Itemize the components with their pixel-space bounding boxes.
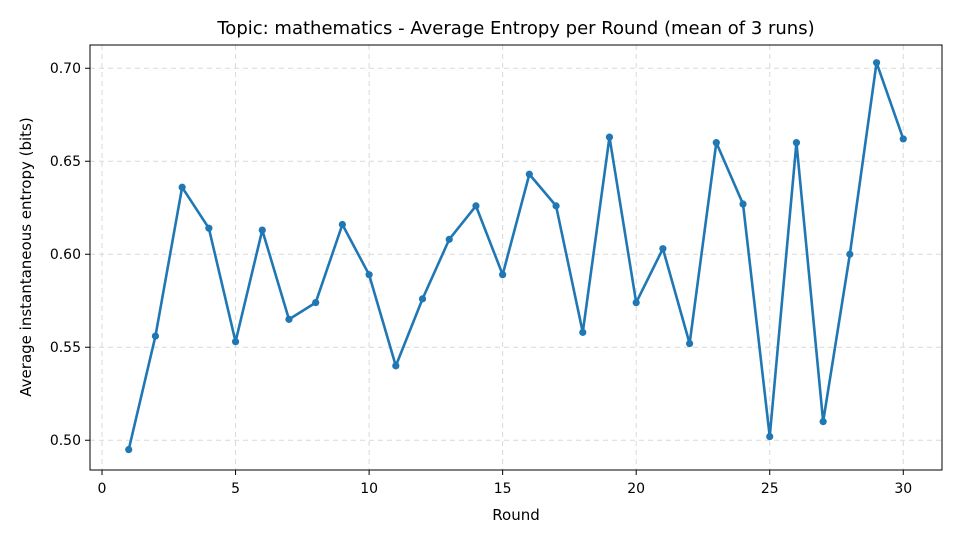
chart-title: Topic: mathematics - Average Entropy per… — [216, 18, 814, 39]
y-tick-label: 0.50 — [50, 433, 81, 449]
data-point — [258, 226, 266, 234]
plot-frame — [89, 44, 943, 471]
data-point — [499, 271, 507, 279]
x-tick-label: 15 — [494, 481, 512, 497]
data-point — [285, 315, 293, 323]
x-tick-label: 0 — [98, 481, 107, 497]
x-tick-label: 5 — [231, 481, 240, 497]
series-line — [127, 61, 905, 450]
data-point — [899, 135, 907, 143]
data-point — [445, 235, 453, 243]
y-axis-label: Average instantaneous entropy (bits) — [17, 117, 35, 396]
data-point — [205, 224, 213, 232]
grid-lines — [90, 45, 942, 470]
data-point — [659, 245, 667, 253]
data-point — [472, 202, 480, 210]
data-point — [231, 338, 240, 346]
data-point — [632, 299, 640, 307]
data-point — [846, 250, 854, 258]
data-point — [525, 170, 533, 178]
x-tick-label: 10 — [360, 481, 378, 497]
data-point — [739, 200, 747, 208]
x-tick-label: 30 — [894, 481, 912, 497]
data-point — [151, 332, 160, 340]
data-point — [125, 445, 133, 454]
x-tick-label: 20 — [627, 481, 645, 497]
data-point — [792, 139, 801, 147]
data-point — [312, 299, 320, 307]
data-point — [338, 220, 346, 229]
data-point — [178, 183, 186, 191]
data-point — [605, 133, 614, 141]
data-point — [872, 59, 881, 67]
data-point — [552, 202, 560, 210]
data-point — [819, 418, 827, 426]
y-axis-ticks: 0.50 0.55 0.60 0.65 0.70 — [50, 61, 90, 449]
series-layer — [125, 59, 907, 454]
data-point — [766, 432, 774, 441]
data-point — [392, 362, 400, 370]
x-axis-ticks: 0 5 10 15 20 25 30 — [98, 470, 912, 497]
y-tick-label: 0.65 — [50, 154, 81, 170]
data-point — [579, 328, 587, 336]
y-tick-label: 0.60 — [50, 247, 81, 263]
data-point — [365, 271, 373, 279]
x-tick-label: 25 — [761, 481, 779, 497]
x-axis-label: Round — [492, 506, 539, 524]
y-tick-label: 0.70 — [50, 61, 81, 77]
y-tick-label: 0.55 — [50, 340, 81, 356]
data-point — [686, 339, 694, 348]
data-point — [712, 139, 720, 147]
data-point — [418, 295, 427, 303]
